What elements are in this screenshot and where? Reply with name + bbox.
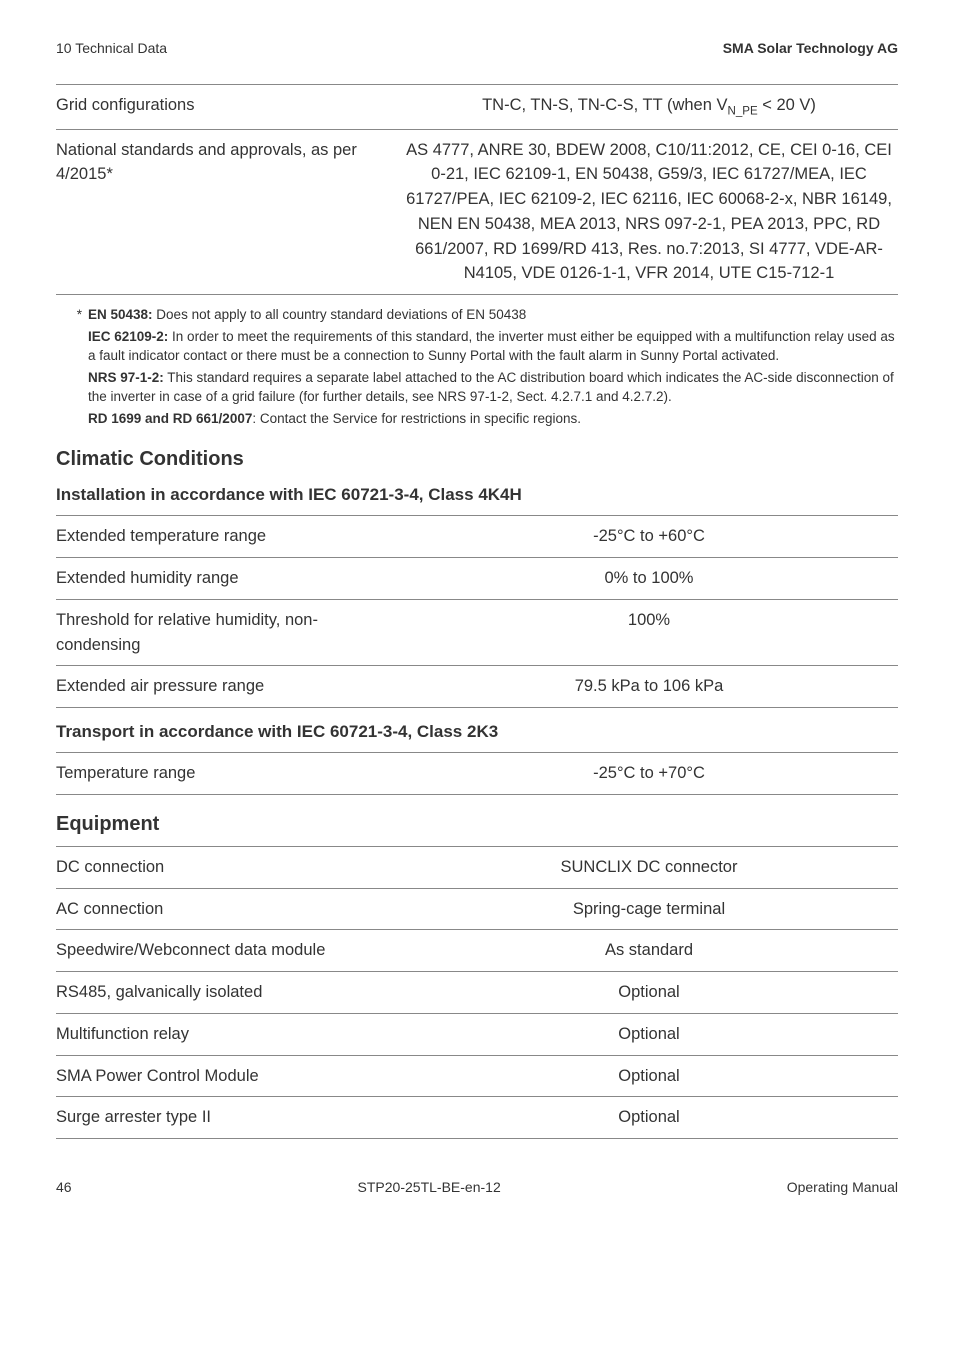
spec-row: National standards and approvals, as per… bbox=[56, 130, 898, 296]
footer-page: 46 bbox=[56, 1179, 72, 1195]
spec-row: Extended humidity range0% to 100% bbox=[56, 558, 898, 600]
spec-value: Optional bbox=[400, 1022, 898, 1047]
spec-value: -25°C to +70°C bbox=[400, 761, 898, 786]
spec-label: DC connection bbox=[56, 855, 400, 880]
footer-doc: STP20-25TL-BE-en-12 bbox=[358, 1179, 501, 1195]
footnote-block: * EN 50438: Does not apply to all countr… bbox=[56, 305, 898, 430]
spec-value: -25°C to +60°C bbox=[400, 524, 898, 549]
footer-right: Operating Manual bbox=[787, 1179, 898, 1195]
spec-label: Threshold for relative humidity, non-con… bbox=[56, 608, 400, 658]
footnote-entry: RD 1699 and RD 661/2007: Contact the Ser… bbox=[88, 409, 898, 429]
transport-table: Temperature range-25°C to +70°C bbox=[56, 752, 898, 795]
install-table: Extended temperature range-25°C to +60°C… bbox=[56, 515, 898, 708]
spec-label: Grid configurations bbox=[56, 93, 400, 118]
footnote-entry: EN 50438: Does not apply to all country … bbox=[88, 305, 898, 325]
spec-row: Grid configurationsTN-C, TN-S, TN-C-S, T… bbox=[56, 84, 898, 130]
spec-label: Surge arrester type II bbox=[56, 1105, 400, 1130]
spec-row: RS485, galvanically isolatedOptional bbox=[56, 972, 898, 1014]
running-header: 10 Technical Data SMA Solar Technology A… bbox=[56, 40, 898, 56]
equipment-table: DC connectionSUNCLIX DC connectorAC conn… bbox=[56, 846, 898, 1139]
footnote-text: EN 50438: Does not apply to all country … bbox=[88, 305, 898, 430]
spec-value: Optional bbox=[400, 1105, 898, 1130]
spec-label: Temperature range bbox=[56, 761, 400, 786]
spec-row: Threshold for relative humidity, non-con… bbox=[56, 600, 898, 667]
spec-label: Multifunction relay bbox=[56, 1022, 400, 1047]
spec-row: SMA Power Control ModuleOptional bbox=[56, 1056, 898, 1098]
header-left: 10 Technical Data bbox=[56, 40, 167, 56]
header-right: SMA Solar Technology AG bbox=[723, 40, 898, 56]
spec-label: Extended humidity range bbox=[56, 566, 400, 591]
spec-label: Extended air pressure range bbox=[56, 674, 400, 699]
spec-value: AS 4777, ANRE 30, BDEW 2008, C10/11:2012… bbox=[400, 138, 898, 287]
spec-row: Multifunction relayOptional bbox=[56, 1014, 898, 1056]
page: 10 Technical Data SMA Solar Technology A… bbox=[0, 0, 954, 1227]
spec-label: Extended temperature range bbox=[56, 524, 400, 549]
spec-value: TN-C, TN-S, TN-C-S, TT (when VN_PE < 20 … bbox=[400, 93, 898, 121]
climatic-title: Climatic Conditions bbox=[56, 448, 898, 471]
equipment-title: Equipment bbox=[56, 813, 898, 836]
top-spec-table: Grid configurationsTN-C, TN-S, TN-C-S, T… bbox=[56, 84, 898, 295]
spec-row: AC connectionSpring-cage terminal bbox=[56, 889, 898, 931]
spec-label: Speedwire/Webconnect data module bbox=[56, 938, 400, 963]
spec-value: Optional bbox=[400, 1064, 898, 1089]
spec-label: SMA Power Control Module bbox=[56, 1064, 400, 1089]
spec-row: Temperature range-25°C to +70°C bbox=[56, 752, 898, 795]
spec-value: Optional bbox=[400, 980, 898, 1005]
spec-row: Surge arrester type IIOptional bbox=[56, 1097, 898, 1139]
spec-value: SUNCLIX DC connector bbox=[400, 855, 898, 880]
footnote-mark: * bbox=[56, 305, 88, 430]
footnote-entry: IEC 62109-2: In order to meet the requir… bbox=[88, 327, 898, 366]
spec-value: Spring-cage terminal bbox=[400, 897, 898, 922]
spec-value: As standard bbox=[400, 938, 898, 963]
spec-value: 100% bbox=[400, 608, 898, 633]
footnote-entry: NRS 97-1-2: This standard requires a sep… bbox=[88, 368, 898, 407]
spec-label: AC connection bbox=[56, 897, 400, 922]
running-footer: 46 STP20-25TL-BE-en-12 Operating Manual bbox=[56, 1179, 898, 1195]
spec-value: 0% to 100% bbox=[400, 566, 898, 591]
install-title: Installation in accordance with IEC 6072… bbox=[56, 485, 898, 505]
spec-row: Speedwire/Webconnect data moduleAs stand… bbox=[56, 930, 898, 972]
spec-value: 79.5 kPa to 106 kPa bbox=[400, 674, 898, 699]
spec-label: RS485, galvanically isolated bbox=[56, 980, 400, 1005]
transport-title: Transport in accordance with IEC 60721-3… bbox=[56, 722, 898, 742]
spec-label: National standards and approvals, as per… bbox=[56, 138, 400, 188]
spec-row: Extended air pressure range79.5 kPa to 1… bbox=[56, 666, 898, 708]
spec-row: DC connectionSUNCLIX DC connector bbox=[56, 846, 898, 889]
spec-row: Extended temperature range-25°C to +60°C bbox=[56, 515, 898, 558]
